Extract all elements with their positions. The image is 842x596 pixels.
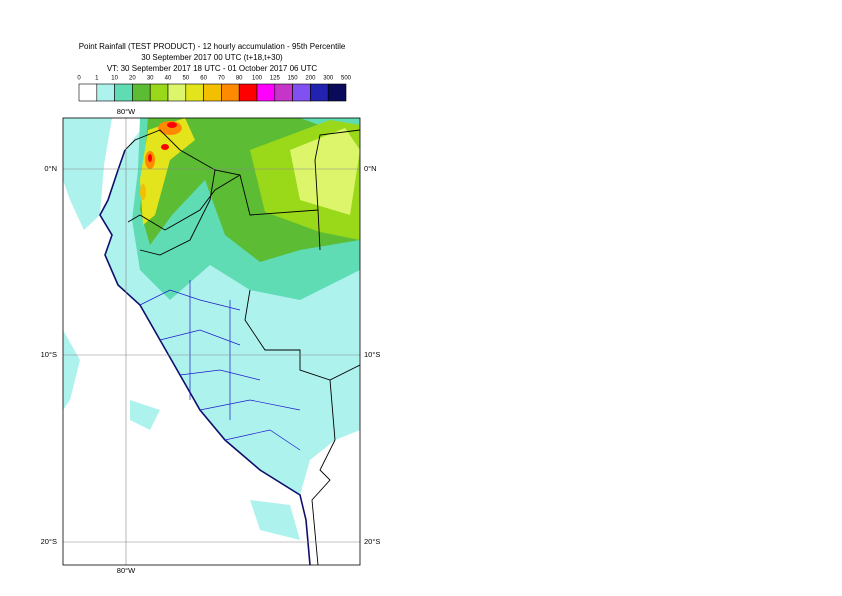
legend-label: 10 — [111, 76, 118, 82]
legend-swatch — [203, 83, 222, 102]
map — [63, 118, 360, 565]
parallel-label: 20°S — [364, 537, 380, 546]
legend-swatch — [167, 83, 187, 102]
legend-label: 50 — [182, 76, 189, 82]
legend-label: 200 — [305, 76, 316, 82]
legend-label: 60 — [200, 76, 207, 82]
legend-swatch — [256, 83, 276, 102]
legend-swatch — [292, 83, 311, 102]
legend-label: 80 — [236, 76, 243, 82]
legend-label: 20 — [129, 76, 136, 82]
parallel-label: 0°N — [44, 164, 57, 173]
legend-label: 30 — [147, 76, 154, 82]
legend-label: 150 — [288, 76, 299, 82]
legend-swatch — [132, 83, 151, 102]
meridian-label: 80°W — [117, 566, 136, 575]
legend-label: 125 — [270, 76, 281, 82]
legend-label: 500 — [341, 76, 352, 82]
map-frame — [62, 117, 361, 566]
parallel-label: 10°S — [364, 350, 380, 359]
legend: 0 1 10 20 30 40 50 60 70 80 100 125 150 200 300 500 — [77, 76, 352, 102]
legend-swatch — [274, 83, 293, 102]
legend-label: 40 — [165, 76, 172, 82]
legend-swatch — [327, 83, 347, 102]
legend-swatch — [310, 83, 329, 102]
title-line: VT: 30 September 2017 18 UTC - 01 Octobe… — [107, 64, 318, 73]
legend-swatch — [238, 83, 258, 102]
parallel-label: 10°S — [41, 350, 57, 359]
legend-label: 1 — [95, 76, 99, 82]
legend-label: 100 — [252, 76, 263, 82]
parallel-label: 0°N — [364, 164, 377, 173]
legend-swatch — [78, 83, 98, 102]
legend-swatch — [96, 83, 115, 102]
legend-label: 70 — [218, 76, 225, 82]
legend-label: 0 — [77, 76, 81, 82]
legend-swatch — [114, 83, 133, 102]
legend-swatch — [221, 83, 240, 102]
title-line: Point Rainfall (TEST PRODUCT) - 12 hourl… — [79, 42, 346, 51]
meridian-label: 80°W — [117, 107, 136, 116]
title-line: 30 September 2017 00 UTC (t+18,t+30) — [141, 53, 283, 62]
legend-swatch — [149, 83, 169, 102]
legend-label: 300 — [323, 76, 334, 82]
parallel-label: 20°S — [41, 537, 57, 546]
legend-swatch — [185, 83, 204, 102]
